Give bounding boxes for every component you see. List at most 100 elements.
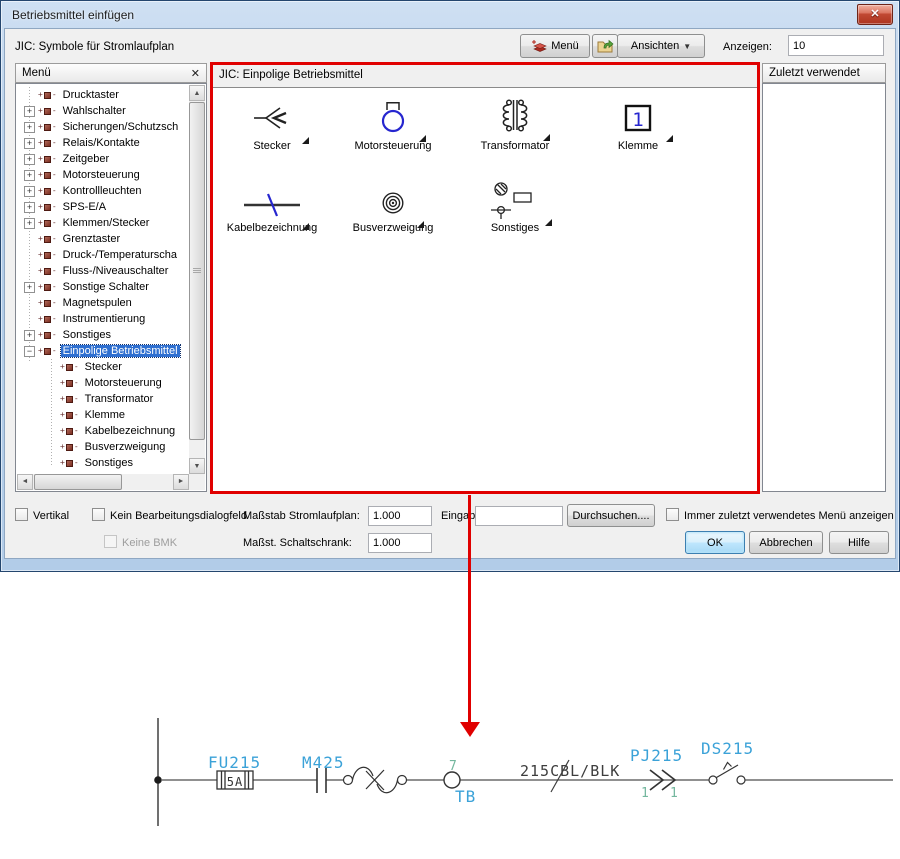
sidebar-item-motorsteuerung[interactable]: Motorsteuerung (17, 167, 189, 183)
tree-close-icon[interactable]: ✕ (190, 68, 200, 80)
expand-plus-icon[interactable] (24, 137, 35, 149)
durchsuchen-button[interactable]: Durchsuchen.... (567, 504, 655, 527)
menu-node-icon (38, 299, 57, 307)
immer-zuletzt-checkbox[interactable] (666, 508, 679, 521)
expand-plus-icon[interactable] (24, 217, 35, 229)
sidebar-item-grenztaster[interactable]: Grenztaster (17, 231, 189, 247)
sidebar-item-sub-motorsteuerung[interactable]: Motorsteuerung (17, 375, 189, 391)
sidebar-item-sub-transformator[interactable]: Transformator (17, 391, 189, 407)
symbol-stecker[interactable]: Stecker (217, 96, 327, 152)
tree-vertical-scrollbar[interactable]: ▲ ▼ (189, 85, 205, 474)
scroll-right-icon[interactable]: ► (173, 474, 189, 490)
scroll-left-icon[interactable]: ◄ (17, 474, 33, 490)
sidebar-item-einpolige-betriebsmittel[interactable]: Einpolige Betriebsmittel (17, 343, 189, 359)
cable-slash-mark (550, 759, 570, 793)
expand-plus-icon[interactable] (24, 281, 35, 293)
expand-plus-icon[interactable] (24, 185, 35, 197)
scroll-down-icon[interactable]: ▼ (189, 458, 205, 474)
symbol-motorsteuerung[interactable]: Motorsteuerung (338, 96, 448, 152)
flyout-triangle-icon[interactable] (545, 219, 552, 226)
folder-up-button[interactable] (592, 34, 618, 58)
massstab-stromlaufplan-label: Maßstab Stromlaufplan: (243, 510, 360, 522)
flyout-triangle-icon[interactable] (417, 221, 424, 228)
abbrechen-button[interactable]: Abbrechen (749, 531, 823, 554)
sidebar-item-instrumentierung[interactable]: Instrumentierung (17, 311, 189, 327)
menu-path-label: JIC: Symbole für Stromlaufplan (15, 41, 175, 53)
flyout-triangle-icon[interactable] (543, 134, 550, 141)
sidebar-item-drucktaster[interactable]: Drucktaster (17, 87, 189, 103)
sidebar-item-klemmen-stecker[interactable]: Klemmen/Stecker (17, 215, 189, 231)
menu-node-icon (38, 267, 57, 275)
hilfe-button[interactable]: Hilfe (829, 531, 889, 554)
expand-plus-icon[interactable] (24, 329, 35, 341)
flyout-triangle-icon[interactable] (302, 137, 309, 144)
symbol-grid: Stecker Motorsteuerung (213, 88, 757, 491)
pj215-label: PJ215 (630, 746, 683, 765)
symbol-palette-panel: JIC: Einpolige Betriebsmittel Stecker (210, 62, 760, 494)
sidebar-item-sonstige-schalter[interactable]: Sonstige Schalter (17, 279, 189, 295)
transformer-symbol-icon (502, 99, 528, 132)
sidebar-item-sicherungen-schutzschalter[interactable]: Sicherungen/Schutzsch (17, 119, 189, 135)
recent-panel-list[interactable] (762, 83, 886, 492)
expand-plus-icon[interactable] (24, 153, 35, 165)
symbol-panel-header: JIC: Einpolige Betriebsmittel (213, 65, 757, 88)
eingabe-input[interactable] (475, 506, 563, 526)
menu-node-icon (38, 91, 57, 99)
sidebar-item-druck-temperaturschalter[interactable]: Druck-/Temperaturscha (17, 247, 189, 263)
symbol-kabelbezeichnung[interactable]: Kabelbezeichnung (217, 188, 327, 234)
cable-marker-symbol-icon (244, 193, 300, 217)
symbol-sonstiges[interactable]: Sonstiges (460, 180, 570, 234)
sidebar-item-sub-sonstiges[interactable]: Sonstiges (17, 455, 189, 471)
keine-bmk-checkbox[interactable] (104, 535, 117, 548)
one-line-circuit-diagram: 5A FU215 M425 7 TB 215CBL/BLK PJ215 1 1 … (154, 718, 893, 826)
views-dropdown-button[interactable]: Ansichten ▼ (617, 34, 705, 58)
flyout-triangle-icon[interactable] (419, 135, 426, 142)
sidebar-item-sub-busverzweigung[interactable]: Busverzweigung (17, 439, 189, 455)
sidebar-item-zeitgeber[interactable]: Zeitgeber (17, 151, 189, 167)
overload-symbol (342, 766, 408, 794)
expand-plus-icon[interactable] (24, 169, 35, 181)
sidebar-item-sub-stecker[interactable]: Stecker (17, 359, 189, 375)
ds215-label: DS215 (701, 739, 754, 758)
symbol-busverzweigung[interactable]: Busverzweigung (338, 184, 448, 234)
menu-node-icon (60, 395, 79, 403)
vertikal-checkbox[interactable] (15, 508, 28, 521)
ok-button[interactable]: OK (685, 531, 745, 554)
sidebar-item-sub-klemme[interactable]: Klemme (17, 407, 189, 423)
sidebar-item-fluss-niveauschalter[interactable]: Fluss-/Niveauschalter (17, 263, 189, 279)
expand-plus-icon[interactable] (24, 121, 35, 133)
flyout-triangle-icon[interactable] (302, 223, 309, 230)
massstab-stromlaufplan-input[interactable] (368, 506, 432, 526)
close-button[interactable]: ✕ (857, 4, 893, 25)
collapse-minus-icon[interactable] (24, 345, 35, 357)
scroll-up-icon[interactable]: ▲ (189, 85, 205, 101)
flyout-triangle-icon[interactable] (666, 135, 673, 142)
terminal-symbol (443, 771, 461, 789)
sidebar-item-sps-ea[interactable]: SPS-E/A (17, 199, 189, 215)
scrollbar-corner (189, 474, 205, 490)
horizontal-scroll-thumb[interactable] (34, 474, 122, 490)
sidebar-item-sub-kabelbezeichnung[interactable]: Kabelbezeichnung (17, 423, 189, 439)
expand-plus-icon[interactable] (24, 201, 35, 213)
anzeigen-input[interactable] (788, 35, 884, 56)
sidebar-item-kontrollleuchten[interactable]: Kontrollleuchten (17, 183, 189, 199)
menu-tree-panel: Menü ✕ Drucktaster Wahlschalter Sicherun… (15, 63, 207, 492)
immer-zuletzt-label: Immer zuletzt verwendetes Menü anzeigen (684, 510, 894, 522)
menu-node-icon (38, 347, 57, 355)
title-bar[interactable]: Betriebsmittel einfügen ✕ (1, 1, 899, 29)
menu-node-icon (60, 411, 79, 419)
sidebar-item-magnetspulen[interactable]: Magnetspulen (17, 295, 189, 311)
symbol-transformator[interactable]: Transformator (460, 90, 570, 152)
sidebar-item-wahlschalter[interactable]: Wahlschalter (17, 103, 189, 119)
expand-plus-icon[interactable] (24, 105, 35, 117)
menu-button[interactable]: Menü (520, 34, 590, 58)
menu-node-icon (38, 203, 57, 211)
symbol-klemme[interactable]: 1 Klemme (583, 96, 693, 152)
tree-horizontal-scrollbar[interactable]: ◄ ► (17, 474, 189, 490)
sidebar-item-sonstiges[interactable]: Sonstiges (17, 327, 189, 343)
vertical-scroll-thumb[interactable] (189, 102, 205, 440)
kein-bearbeitungsdialogfeld-checkbox[interactable] (92, 508, 105, 521)
terminal-symbol-icon: 1 (624, 104, 652, 132)
sidebar-item-relais-kontakte[interactable]: Relais/Kontakte (17, 135, 189, 151)
massst-schaltschrank-input[interactable] (368, 533, 432, 553)
